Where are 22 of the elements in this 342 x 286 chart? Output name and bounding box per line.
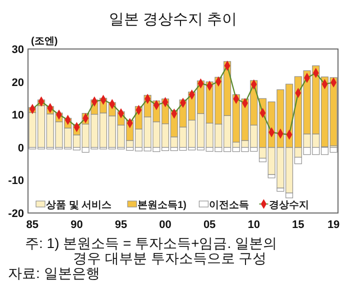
x-tick-label: 00 (159, 219, 172, 231)
legend-label: 경상수지 (269, 200, 310, 211)
y-tick-label: 30 (12, 44, 24, 56)
x-tick-label: 90 (70, 219, 83, 231)
y-tick-label: 0 (18, 142, 24, 154)
chart-title: 일본 경상수지 추이 (108, 11, 238, 28)
legend-label: 본원소득1) (138, 200, 187, 211)
text: 주: 1) 본원소득 = 투자소득+임금. 일본의 경우 대부분 투자소득으로 구성 (25, 235, 278, 266)
x-tick-label: 95 (114, 219, 128, 231)
text: 자료: 일본은행 (8, 265, 100, 281)
y-tick-label: 20 (12, 76, 24, 89)
y-axis-title: (조엔) (31, 36, 58, 47)
x-tick-label: 15 (292, 219, 304, 231)
y-tick-label: -20 (8, 208, 24, 220)
legend-label: 상품 및 서비스 (46, 200, 112, 211)
x-tick-label: 19 (327, 219, 340, 231)
y-tick-label: 10 (12, 110, 24, 122)
x-tick-label: 85 (26, 219, 39, 231)
x-tick-label: 05 (203, 219, 216, 231)
legend-label: 이전소득 (209, 200, 250, 211)
y-tick-label: -10 (8, 175, 24, 188)
x-tick-label: 10 (248, 219, 260, 231)
